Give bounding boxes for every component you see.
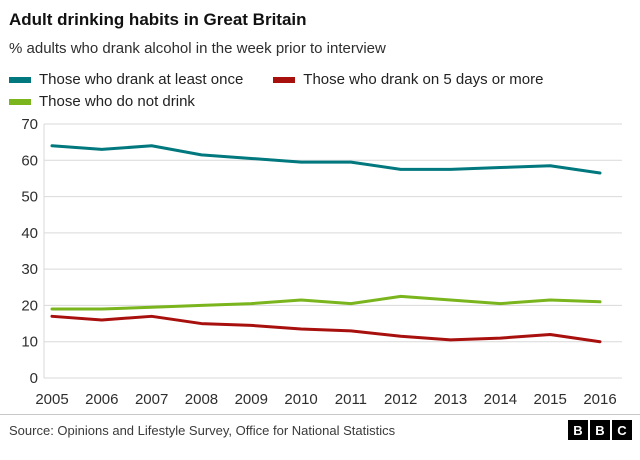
bbc-logo-block: B — [590, 420, 610, 440]
series-line — [50, 314, 602, 344]
y-tick-label: 60 — [21, 152, 38, 169]
y-tick-label: 70 — [21, 116, 38, 133]
x-tick-label: 2010 — [284, 391, 317, 408]
x-tick-label: 2012 — [384, 391, 417, 408]
y-tick-label: 50 — [21, 189, 38, 206]
legend-swatch — [9, 98, 31, 105]
y-tick-label: 40 — [21, 225, 38, 242]
x-tick-label: 2009 — [235, 391, 268, 408]
x-tick-label: 2008 — [185, 391, 218, 408]
y-tick-label: 0 — [30, 370, 38, 387]
legend-item: Those who drank at least once — [9, 71, 243, 88]
bbc-logo-block: C — [612, 420, 632, 440]
legend-item: Those who drank on 5 days or more — [273, 71, 543, 88]
footer: Source: Opinions and Lifestyle Survey, O… — [0, 414, 640, 440]
series-line — [50, 294, 602, 311]
y-tick-label: 20 — [21, 297, 38, 314]
legend-item: Those who do not drink — [9, 93, 195, 110]
x-tick-label: 2006 — [85, 391, 118, 408]
line-chart: 0 10 20 30 40 50 60 70 2005 2006 2007 2008 2009 2010 2… — [21, 116, 622, 408]
series-line — [50, 144, 602, 175]
legend: Those who drank at least once Those who d… — [9, 71, 629, 110]
x-tick-label: 2011 — [335, 391, 367, 408]
x-tick-label: 2014 — [484, 391, 517, 408]
x-tick-label: 2007 — [135, 391, 168, 408]
source-text: Source: Opinions and Lifestyle Survey, O… — [9, 422, 396, 438]
x-tick-label: 2013 — [434, 391, 467, 408]
y-tick-label: 10 — [21, 334, 38, 351]
x-tick-label: 2016 — [583, 391, 616, 408]
legend-swatch — [9, 76, 31, 83]
chart-subtitle: % adults who drank alcohol in the week p… — [9, 40, 386, 57]
y-tick-label: 30 — [21, 261, 38, 278]
chart-title: Adult drinking habits in Great Britain — [9, 10, 307, 29]
page: Adult drinking habits in Great Britain %… — [9, 10, 629, 408]
x-tick-label: 2005 — [35, 391, 68, 408]
x-tick-label: 2015 — [533, 391, 566, 408]
legend-swatch — [273, 76, 296, 83]
legend-label: Those who do not drink — [39, 93, 195, 110]
legend-label: Those who drank on 5 days or more — [303, 71, 544, 88]
bbc-logo-block: B — [568, 420, 588, 440]
legend-label: Those who drank at least once — [39, 71, 244, 88]
